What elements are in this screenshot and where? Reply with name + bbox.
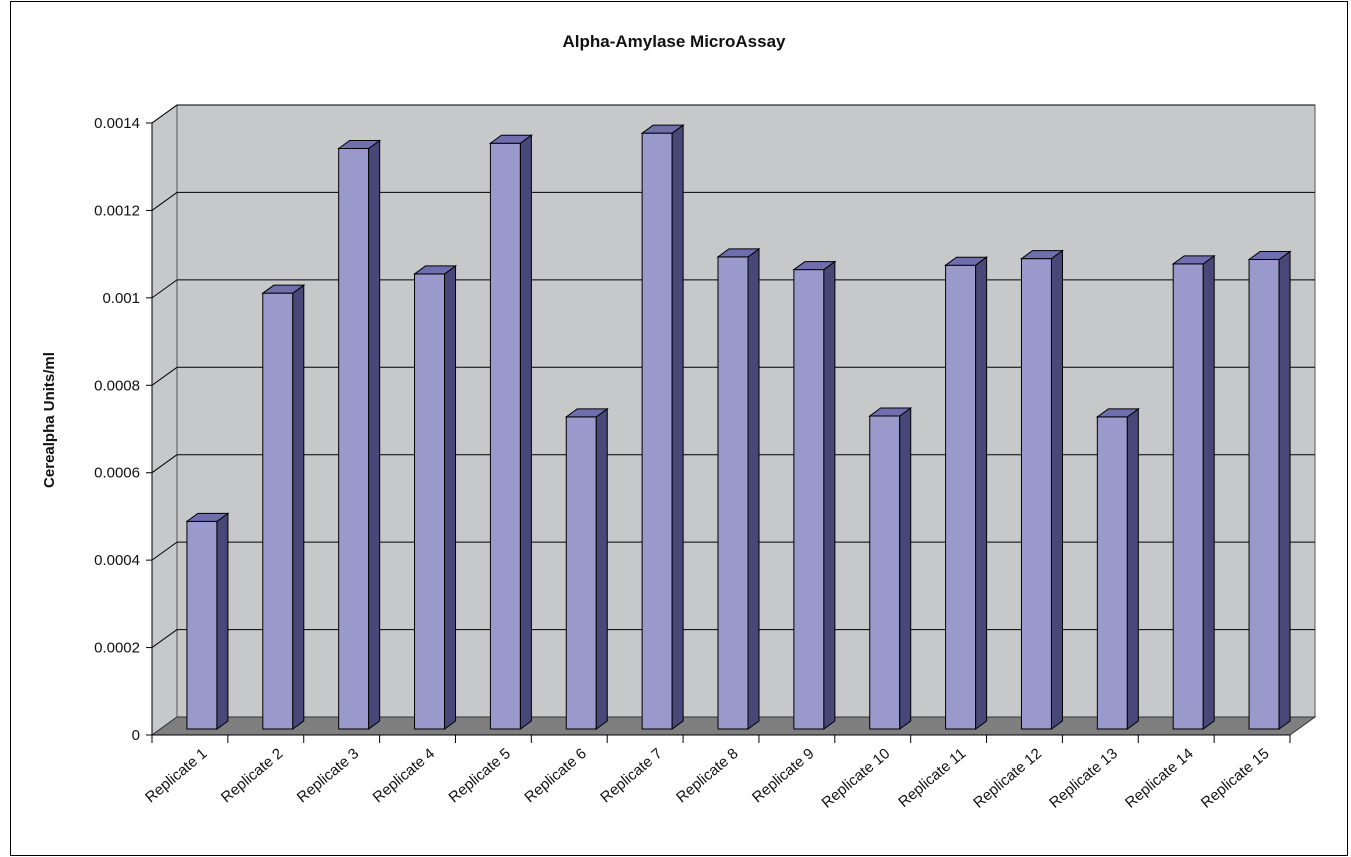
bar-side: [976, 257, 987, 729]
x-category-label: Replicate 10: [818, 745, 893, 812]
bar: [794, 262, 835, 729]
side-wall: [152, 105, 177, 735]
x-tick-labels: Replicate 1 Replicate 2 Replicate 3 Replica…: [142, 745, 1273, 812]
x-category-label: Replicate 8: [673, 745, 741, 806]
bar-side: [217, 513, 228, 729]
bar: [1173, 256, 1214, 729]
x-category-label: Replicate 5: [446, 745, 514, 806]
x-category-label: Replicate 4: [370, 745, 438, 806]
bar-side: [520, 135, 531, 729]
bar-side: [596, 409, 607, 729]
y-tick-label: 0.0004: [94, 552, 140, 569]
bar-side: [1203, 256, 1214, 729]
bar-side: [1279, 252, 1290, 729]
bar-front: [1097, 417, 1127, 729]
bar: [187, 513, 228, 729]
y-axis-label: Cerealpha Units/ml: [41, 352, 58, 488]
bar-front: [1249, 260, 1279, 729]
bar: [566, 409, 607, 729]
y-tick-label: 0.0002: [94, 640, 140, 657]
bar-front: [870, 416, 900, 729]
bar: [415, 266, 456, 729]
y-tick-label: 0.0008: [94, 377, 140, 394]
bar-side: [1051, 251, 1062, 729]
bar-front: [946, 265, 976, 729]
x-category-label: Replicate 9: [749, 745, 817, 806]
y-tick-labels: 0 0.0002 0.0004 0.0006 0.0008 0.001 0.0012 0.00…: [94, 115, 140, 744]
x-category-label: Replicate 12: [970, 745, 1045, 812]
bar: [263, 285, 304, 729]
x-category-label: Replicate 3: [294, 745, 362, 806]
x-category-label: Replicate 13: [1046, 745, 1121, 812]
x-category-label: Replicate 11: [895, 745, 969, 811]
bar-side: [369, 140, 380, 729]
x-category-label: Replicate 6: [521, 745, 589, 806]
x-category-label: Replicate 15: [1198, 745, 1273, 812]
bar-front: [642, 133, 672, 729]
bar-front: [339, 148, 369, 729]
bar-side: [1127, 409, 1138, 729]
bar-front: [263, 293, 293, 729]
bar-side: [824, 262, 835, 729]
bar-front: [566, 417, 596, 729]
bar-side: [445, 266, 456, 729]
bar-front: [187, 521, 217, 729]
bar-front: [794, 270, 824, 729]
bar: [490, 135, 531, 729]
x-category-label: Replicate 7: [597, 745, 665, 806]
bar-side: [900, 408, 911, 729]
bar: [1097, 409, 1138, 729]
y-tick-label: 0: [132, 727, 140, 744]
x-category-label: Replicate 14: [1122, 745, 1197, 812]
bar: [870, 408, 911, 729]
x-category-label: Replicate 2: [218, 745, 286, 806]
chart-title: Alpha-Amylase MicroAssay: [563, 32, 787, 51]
y-tick-label: 0.0006: [94, 465, 140, 482]
x-category-label: Replicate 1: [142, 745, 210, 806]
bar: [1249, 252, 1290, 729]
bar-side: [748, 249, 759, 729]
bar-front: [718, 257, 748, 729]
bar-front: [415, 274, 445, 729]
bar: [642, 125, 683, 729]
bar-front: [490, 143, 520, 729]
bar-side: [672, 125, 683, 729]
bar: [1021, 251, 1062, 729]
bar-front: [1021, 259, 1051, 729]
bar: [718, 249, 759, 729]
y-tick-label: 0.0012: [94, 202, 140, 219]
y-tick-label: 0.001: [102, 290, 140, 307]
bar: [339, 140, 380, 729]
bar-front: [1173, 264, 1203, 729]
y-tick-label: 0.0014: [94, 115, 140, 132]
bar-side: [293, 285, 304, 729]
bar: [946, 257, 987, 729]
